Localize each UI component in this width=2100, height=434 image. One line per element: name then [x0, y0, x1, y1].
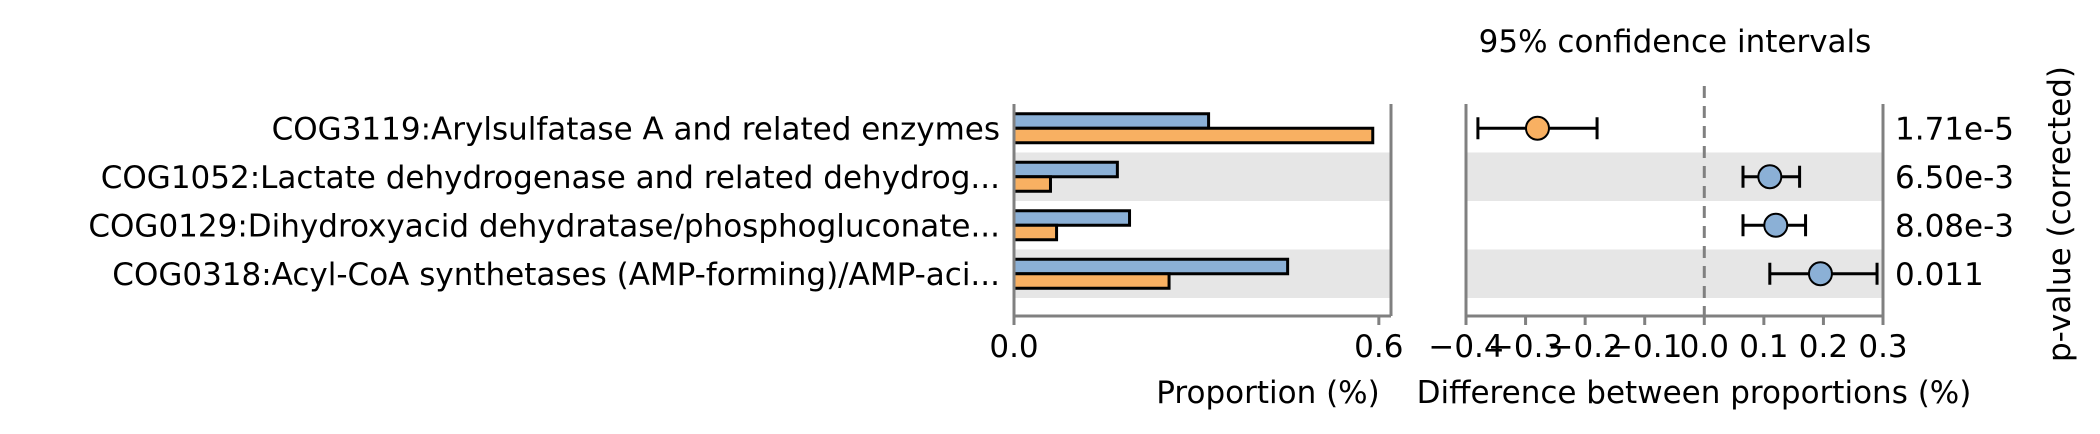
- proportion-bar: [1012, 257, 1290, 276]
- difference-tick-label: 0.3: [1858, 329, 1907, 365]
- difference-tick-label: −0.2: [1548, 329, 1623, 365]
- category-labels: COG3119:Arylsulfatase A and related enzy…: [88, 111, 1000, 293]
- proportion-axis-label: Proportion (%): [1156, 375, 1379, 411]
- proportion-bar: [1012, 223, 1059, 242]
- proportion-bar: [1012, 272, 1171, 290]
- proportion-bar: [1012, 175, 1052, 193]
- row-bands: [1014, 152, 1883, 298]
- difference-tick-label: −0.3: [1488, 329, 1563, 365]
- difference-tick-label: −0.4: [1428, 329, 1503, 365]
- proportion-ticks: 0.0 0.6: [989, 316, 1403, 365]
- proportion-bar: [1012, 209, 1132, 227]
- ci-point: [1763, 212, 1789, 238]
- difference-axis-label: Difference between proportions (%): [1417, 375, 1972, 411]
- pvalue-labels: 1.71e-5 6.50e-3 8.08e-3 0.011: [1895, 111, 2014, 293]
- pvalue-axis-label: p-value (corrected): [2042, 66, 2078, 362]
- confidence-intervals: [1476, 115, 1879, 287]
- ci-point: [1757, 164, 1783, 190]
- proportion-tick-label: 0.0: [989, 329, 1038, 365]
- difference-tick-label: 0.2: [1799, 329, 1848, 365]
- pvalue-label: 8.08e-3: [1895, 208, 2014, 244]
- row-band: [1466, 152, 1883, 201]
- pvalue-label: 6.50e-3: [1895, 160, 2014, 196]
- difference-ticks: −0.4−0.3−0.2−0.10.0 0.1 0.2 0.3: [1428, 316, 1908, 365]
- pvalue-label: 1.71e-5: [1895, 111, 2014, 147]
- difference-axis: −0.4−0.3−0.2−0.10.0 0.1 0.2 0.3 Difference …: [1417, 104, 1972, 411]
- difference-tick-label: 0.1: [1739, 329, 1788, 365]
- difference-tick-label: −0.1: [1607, 329, 1682, 365]
- category-label: COG1052:Lactate dehydrogenase and relate…: [101, 160, 1000, 196]
- category-label: COG3119:Arylsulfatase A and related enzy…: [272, 111, 1000, 147]
- pvalue-label: 0.011: [1895, 257, 1984, 293]
- proportion-tick-label: 0.6: [1354, 329, 1403, 365]
- category-label: COG0129:Dihydroxyacid dehydratase/phosph…: [88, 208, 1000, 244]
- ci-point: [1807, 261, 1833, 287]
- proportion-bar: [1012, 126, 1375, 145]
- proportion-axis: 0.0 0.6 Proportion (%): [989, 104, 1403, 411]
- category-label: COG0318:Acyl-CoA synthetases (AMP-formin…: [112, 257, 1000, 293]
- proportion-bar: [1012, 112, 1211, 130]
- difference-tick-label: 0.0: [1680, 329, 1729, 365]
- ci-point: [1524, 115, 1550, 141]
- proportion-bar: [1012, 160, 1119, 179]
- ci-title: 95% confidence intervals: [1479, 24, 1872, 60]
